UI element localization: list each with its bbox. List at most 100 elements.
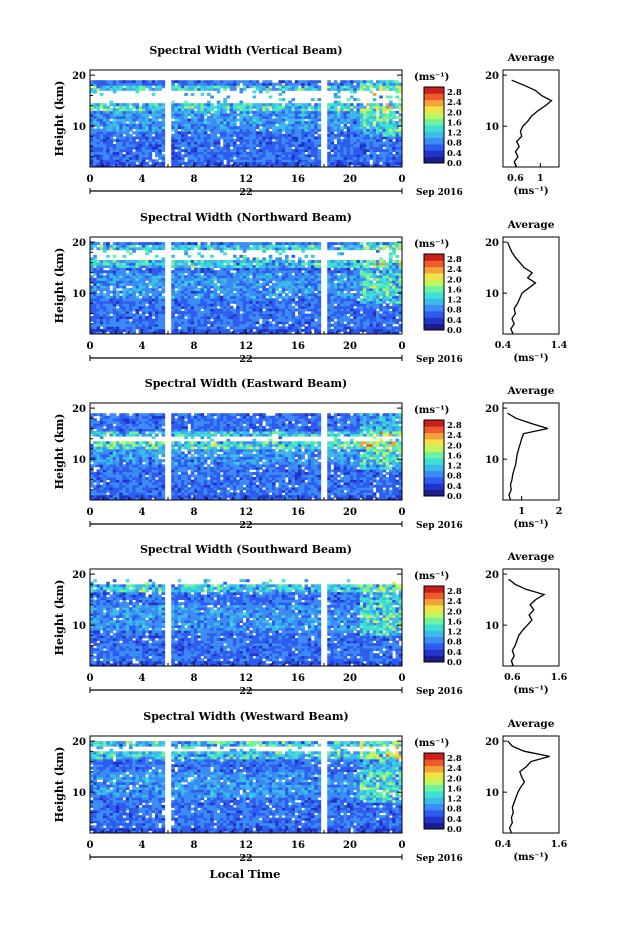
heatmap-cell — [307, 121, 312, 124]
heatmap-cell — [203, 85, 208, 89]
heatmap-cell — [155, 277, 159, 281]
heatmap-cell — [184, 277, 188, 281]
heatmap-cell — [369, 82, 374, 86]
heatmap-cell — [278, 244, 283, 248]
heatmap-cell — [177, 103, 182, 107]
heatmap-cell — [385, 121, 390, 124]
heatmap-cell — [210, 244, 214, 248]
heatmap-cell — [281, 85, 286, 89]
heatmap-cell — [252, 265, 257, 269]
heatmap-cell — [90, 323, 94, 327]
heatmap-cell — [155, 121, 159, 124]
heatmap-cell — [226, 313, 231, 317]
heatmap-cell — [226, 80, 231, 84]
heatmap-cell — [213, 146, 218, 150]
heatmap-cell — [184, 262, 188, 266]
heatmap-cell — [392, 131, 396, 135]
heatmap-cell — [155, 262, 159, 266]
heatmap-cell — [346, 259, 351, 263]
heatmap-cell — [350, 321, 354, 325]
heatmap-cell — [138, 316, 143, 320]
heatmap-cell — [333, 95, 338, 99]
heatmap-cell — [220, 146, 224, 150]
heatmap-cell — [327, 144, 331, 147]
heatmap-cell — [262, 149, 266, 153]
heatmap-cell — [190, 270, 195, 274]
heatmap-cell — [145, 113, 149, 117]
heatmap-cell — [246, 146, 250, 150]
heatmap-cell — [207, 149, 211, 153]
heatmap-cell — [239, 118, 244, 122]
heatmap-cell — [363, 80, 367, 84]
heatmap-cell — [207, 298, 211, 302]
heatmap-cell — [119, 138, 123, 142]
heatmap-cell — [333, 272, 338, 276]
heatmap-cell — [125, 87, 130, 91]
heatmap-cell — [233, 242, 237, 246]
heatmap-cell — [148, 270, 153, 274]
heatmap-cell — [132, 303, 136, 307]
heatmap-cell — [298, 295, 302, 299]
heatmap-cell — [272, 277, 276, 281]
heatmap-cell — [135, 164, 140, 168]
heatmap-cell — [265, 282, 270, 286]
heatmap-cell — [307, 244, 312, 248]
heatmap-cell — [226, 318, 231, 322]
heatmap-cell — [184, 265, 188, 269]
heatmap-cell — [343, 313, 348, 317]
heatmap-cell — [138, 128, 143, 132]
heatmap-cell — [255, 298, 260, 302]
heatmap-cell — [343, 293, 348, 297]
heatmap-cell — [116, 275, 120, 279]
heatmap-cell — [311, 159, 315, 163]
heatmap-cell — [346, 242, 351, 246]
heatmap-cell — [333, 298, 338, 302]
heatmap-cell — [291, 242, 296, 246]
heatmap-cell — [184, 108, 188, 112]
heatmap-cell — [350, 118, 354, 122]
heatmap-cell — [174, 154, 179, 158]
heatmap-cell — [311, 82, 315, 86]
heatmap-cell — [119, 298, 123, 302]
heatmap-cell — [291, 270, 296, 274]
heatmap-cell — [343, 151, 348, 155]
heatmap-cell — [242, 316, 247, 320]
heatmap-cell — [392, 103, 396, 107]
heatmap-cell — [96, 318, 101, 322]
heatmap-cell — [307, 326, 312, 330]
heatmap-cell — [255, 80, 260, 84]
heatmap-cell — [119, 108, 123, 112]
heatmap-cell — [220, 328, 224, 332]
heatmap-cell — [177, 293, 182, 297]
heatmap-cell — [301, 298, 305, 302]
heatmap-cell — [298, 138, 302, 142]
heatmap-cell — [255, 311, 260, 314]
heatmap-cell — [327, 277, 331, 281]
heatmap-cell — [255, 326, 260, 330]
heatmap-cell — [119, 277, 123, 281]
heatmap-cell — [291, 151, 296, 155]
heatmap-cell — [138, 298, 143, 302]
heatmap-cell — [90, 293, 94, 297]
heatmap-cell — [207, 270, 211, 274]
heatmap-cell — [119, 300, 123, 304]
heatmap-cell — [135, 275, 140, 279]
heatmap-cell — [184, 303, 188, 307]
heatmap-cell — [135, 308, 140, 312]
heatmap-cell — [210, 85, 214, 89]
heatmap-cell — [252, 313, 257, 317]
heatmap-cell — [135, 126, 140, 130]
heatmap-cell — [203, 270, 208, 274]
heatmap-cell — [106, 113, 110, 117]
heatmap-cell — [317, 323, 322, 327]
heatmap-cell — [262, 305, 266, 309]
heatmap-cell — [294, 164, 299, 168]
heatmap-cell — [190, 105, 195, 109]
heatmap-cell — [233, 267, 237, 271]
heatmap-cell — [346, 164, 351, 168]
heatmap-cell — [142, 126, 146, 130]
heatmap-cell — [171, 144, 175, 147]
heatmap-cell — [246, 326, 250, 330]
heatmap-cell — [220, 318, 224, 322]
heatmap-cell — [242, 295, 247, 299]
